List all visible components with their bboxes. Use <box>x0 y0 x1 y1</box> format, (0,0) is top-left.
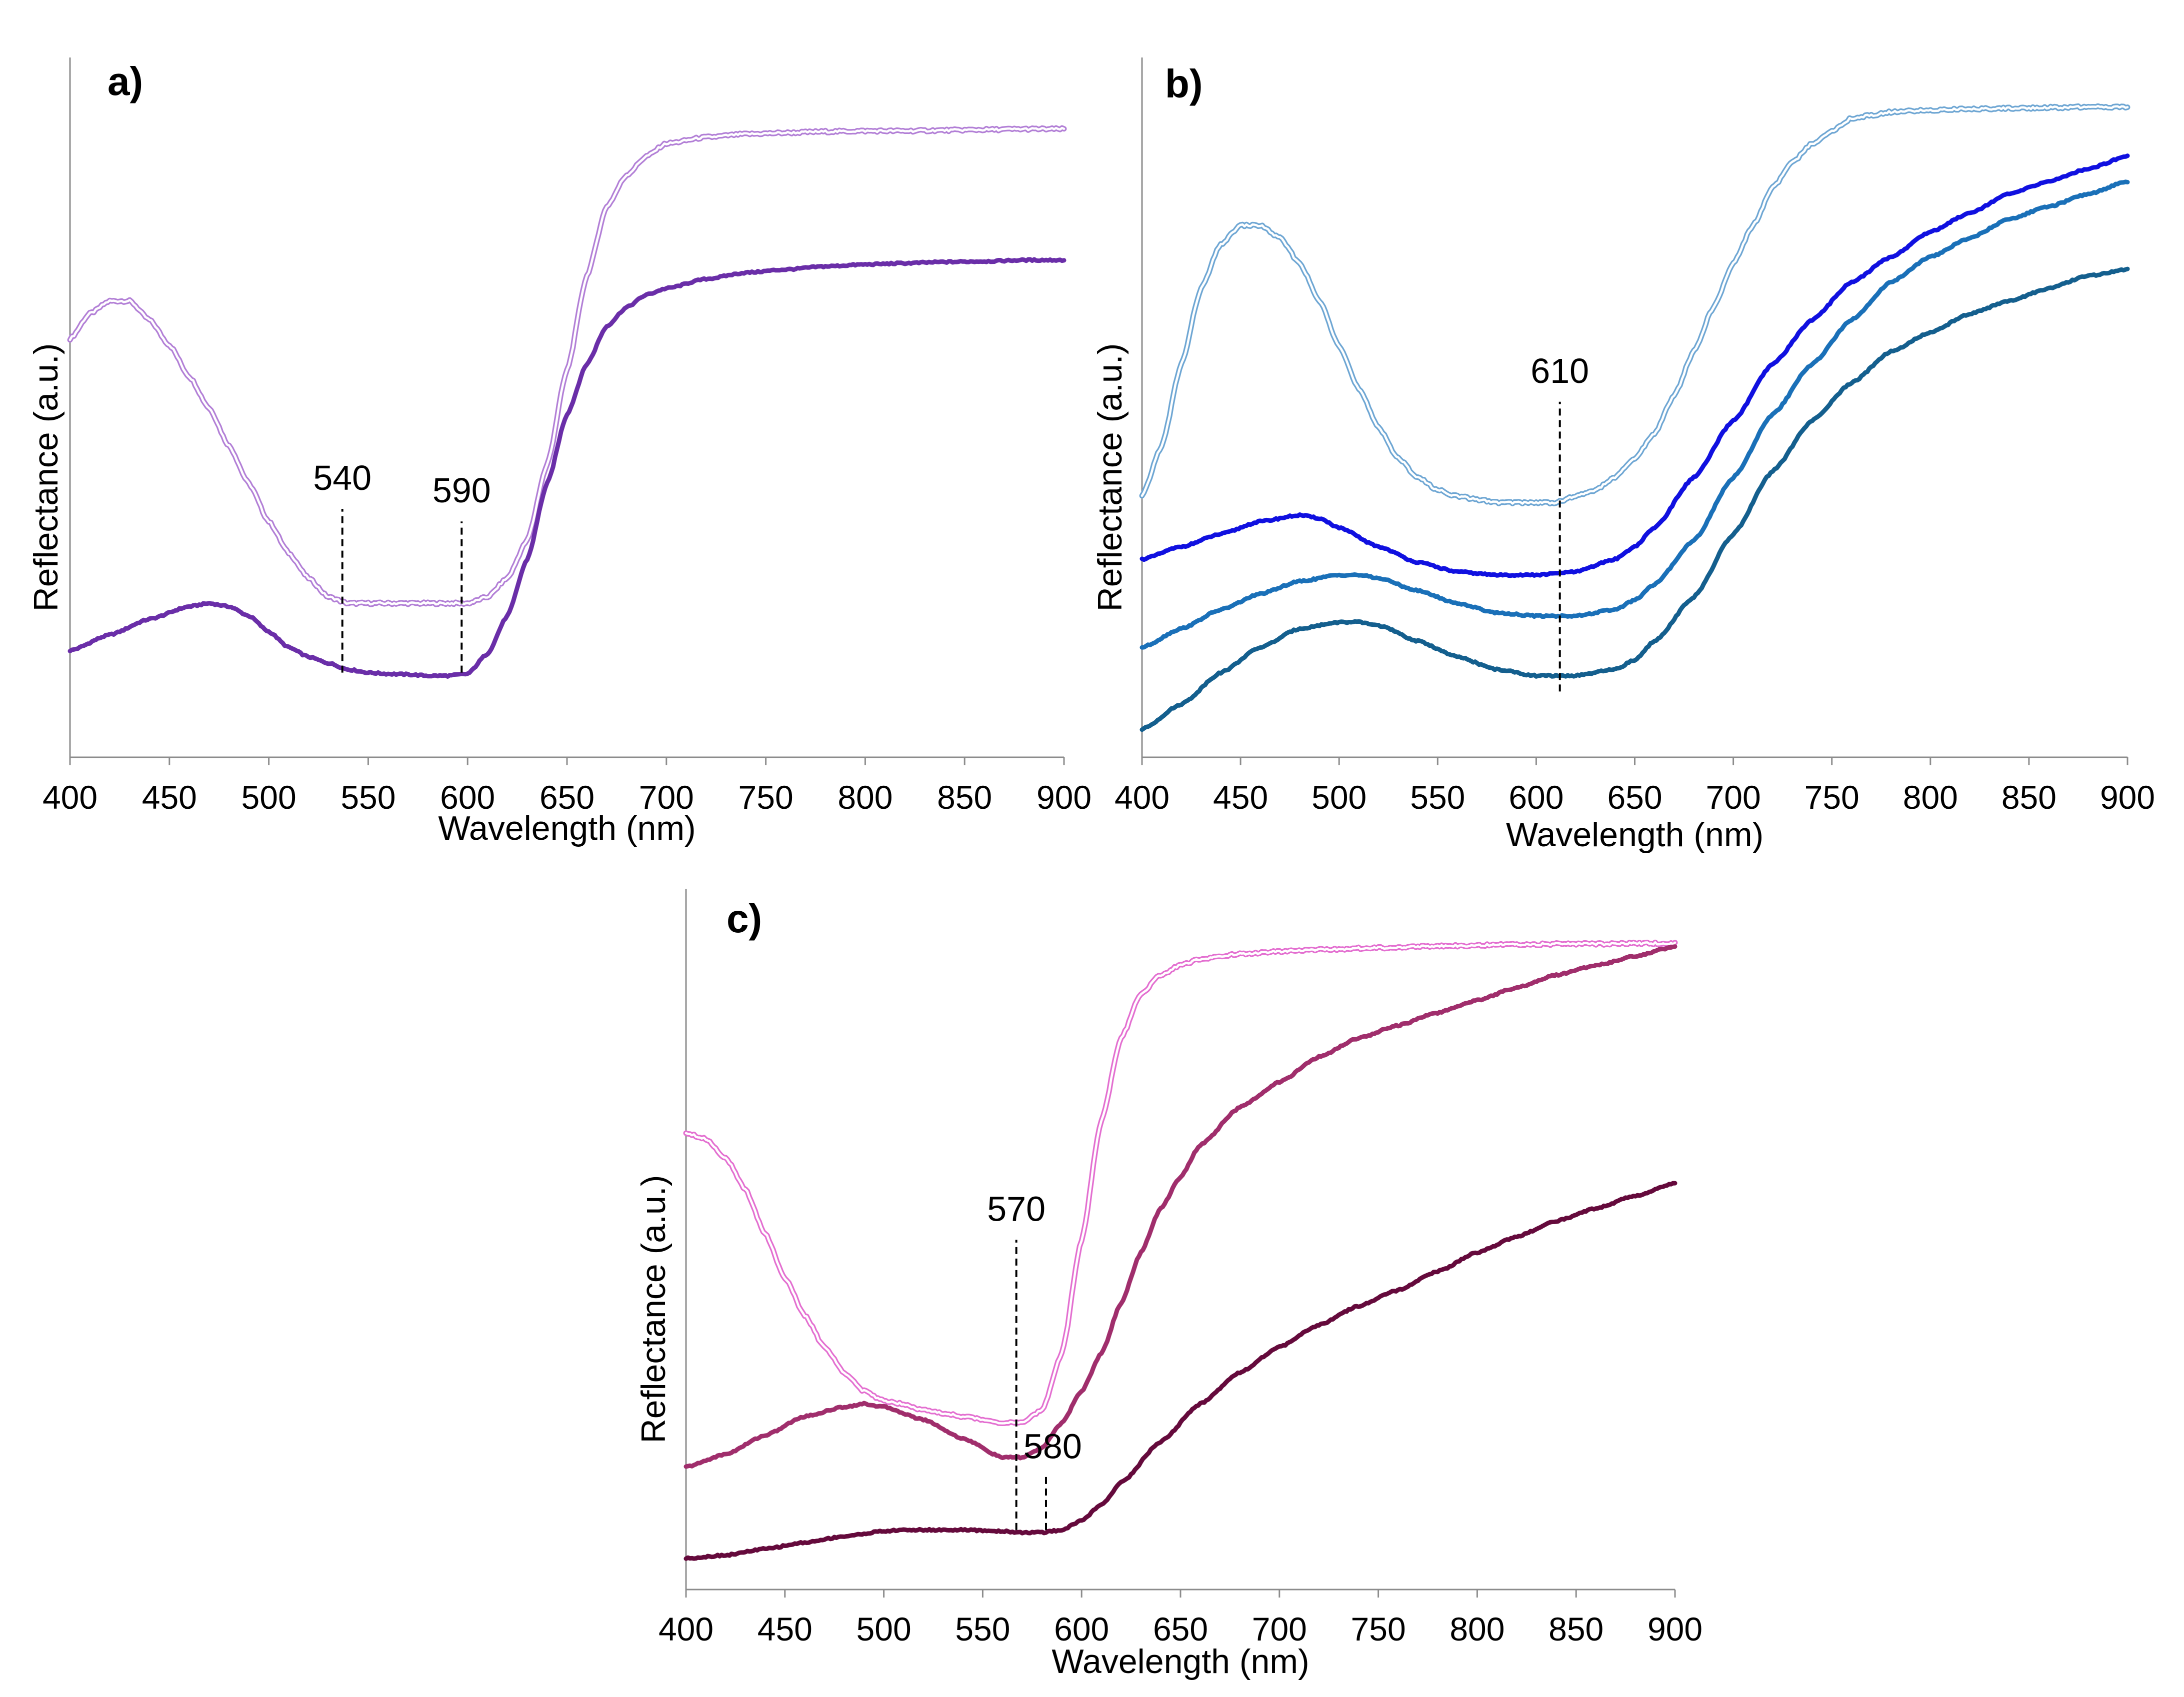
x-tick-label: 800 <box>838 779 892 816</box>
x-tick-label: 750 <box>1804 779 1860 816</box>
annotation-label-610: 610 <box>1530 351 1589 390</box>
x-tick-label: 850 <box>2002 779 2056 816</box>
x-tick-label: 850 <box>937 779 992 816</box>
x-tick-label: 550 <box>1410 779 1465 816</box>
series-line-c-dark <box>684 1181 1678 1561</box>
x-tick-label: 650 <box>540 779 594 816</box>
series-line-inner-a-light <box>68 126 1066 606</box>
x-tick-label: 600 <box>1054 1611 1109 1648</box>
panel-label: b) <box>1165 61 1203 106</box>
y-axis-title: Reflectance (a.u.) <box>1091 343 1129 612</box>
y-axis-title: Reflectance (a.u.) <box>634 1175 672 1444</box>
x-tick-label: 550 <box>340 779 396 816</box>
x-tick-label: 450 <box>758 1611 812 1648</box>
series-line-b-blue <box>1140 153 2130 578</box>
annotation-label-590: 590 <box>432 471 491 510</box>
annotation-label-580: 580 <box>1024 1427 1082 1466</box>
x-tick-label: 600 <box>440 779 495 816</box>
x-tick-label: 850 <box>1548 1611 1604 1648</box>
x-axis-title: Wavelength (nm) <box>438 809 696 847</box>
x-tick-label: 500 <box>856 1611 912 1648</box>
x-tick-label: 800 <box>1903 779 1958 816</box>
series-line-b-dark <box>1140 266 2130 732</box>
x-tick-label: 700 <box>1706 779 1761 816</box>
x-tick-label: 650 <box>1607 779 1662 816</box>
x-tick-label: 900 <box>2100 779 2155 816</box>
x-tick-label: 700 <box>1252 1611 1307 1648</box>
x-tick-label: 650 <box>1153 1611 1208 1648</box>
x-tick-label: 400 <box>42 779 98 816</box>
x-tick-label: 750 <box>738 779 794 816</box>
series-line-a-dark <box>68 257 1066 679</box>
x-tick-label: 450 <box>142 779 197 816</box>
panel-label: a) <box>108 59 143 103</box>
panel-c: 400 450 500 550 600 650 700 750 800 850 900 Wavelen… <box>634 889 1702 1681</box>
y-axis-title: Reflectance (a.u.) <box>27 343 65 612</box>
annotation-label-570: 570 <box>987 1189 1046 1228</box>
x-tick-label: 750 <box>1351 1611 1406 1648</box>
x-tick-label: 600 <box>1508 779 1564 816</box>
x-tick-label: 900 <box>1648 1611 1702 1648</box>
x-axis-title: Wavelength (nm) <box>1052 1643 1309 1681</box>
series-line-inner-b-light <box>1140 104 2129 505</box>
series-line-inner-c-light <box>684 941 1676 1425</box>
x-tick-label: 550 <box>955 1611 1010 1648</box>
x-tick-label: 900 <box>1036 779 1092 816</box>
annotation-label-540: 540 <box>313 458 372 497</box>
x-tick-label: 400 <box>1114 779 1170 816</box>
series-line-c-mid <box>684 944 1678 1469</box>
x-tick-label: 450 <box>1213 779 1268 816</box>
series-line-b-mid <box>1140 179 2130 650</box>
panel-b: 400 450 500 550 600 650 700 750 800 850 900 Wavelen… <box>1091 57 2155 854</box>
panel-label: c) <box>726 896 762 941</box>
x-tick-label: 800 <box>1450 1611 1504 1648</box>
x-tick-label: 400 <box>658 1611 714 1648</box>
x-axis-title: Wavelength (nm) <box>1506 816 1764 854</box>
x-tick-label: 500 <box>242 779 296 816</box>
panel-a: 400 450 500 550 600 650 700 750 800 850 900 Wavelen… <box>27 57 1092 847</box>
x-tick-label: 500 <box>1312 779 1366 816</box>
x-tick-label: 700 <box>639 779 694 816</box>
